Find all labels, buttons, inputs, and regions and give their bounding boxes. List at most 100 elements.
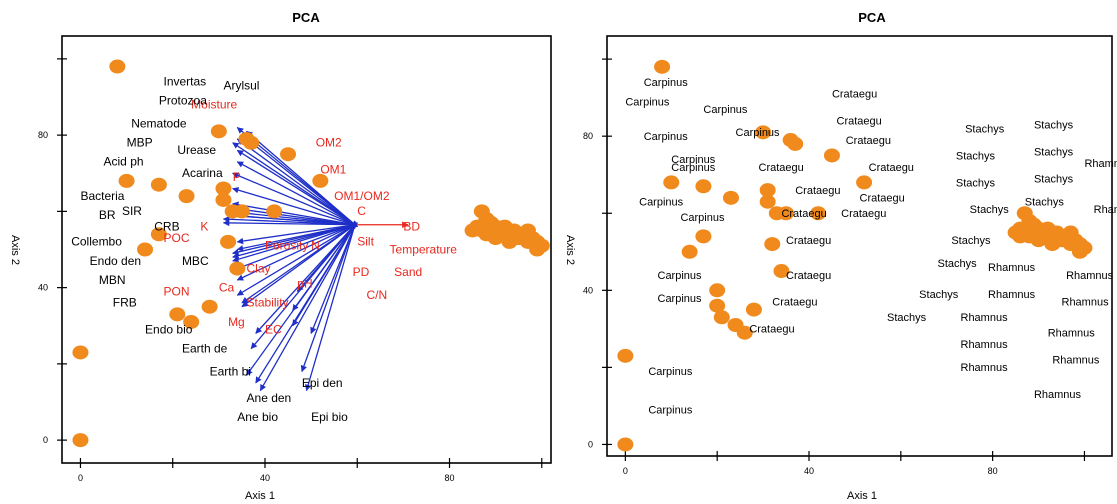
- data-point: [501, 234, 518, 249]
- data-point: [823, 148, 840, 163]
- data-point: [215, 181, 232, 196]
- loading-arrow: [300, 224, 356, 373]
- data-point: [72, 433, 89, 448]
- variable-label: OM1/OM2: [334, 189, 390, 203]
- data-point: [1035, 229, 1052, 244]
- site-label: Carpinus: [644, 131, 689, 143]
- loading-arrow: [232, 187, 356, 226]
- variable-label: BR: [99, 208, 116, 222]
- x-tick-label: 0: [623, 466, 628, 476]
- variable-label: Arylsul: [223, 78, 259, 92]
- loading-arrow: [250, 224, 356, 350]
- y-tick-label: 40: [583, 285, 593, 295]
- site-label: Carpinus: [644, 77, 689, 89]
- data-point: [137, 242, 154, 257]
- variable-label: Temperature: [390, 242, 458, 256]
- variable-label: CRB: [154, 219, 179, 233]
- site-label: Rhamnus: [988, 289, 1036, 301]
- site-label: Rhamnus: [1062, 297, 1110, 309]
- site-label: Rhamnus: [961, 339, 1009, 351]
- variable-label: POC: [163, 231, 189, 245]
- variable-label: Protozoa: [159, 94, 207, 108]
- data-point: [617, 437, 634, 452]
- data-point: [759, 194, 776, 209]
- variable-label: OM2: [316, 136, 342, 150]
- variable-label: Epi bio: [311, 410, 348, 424]
- loading-arrow: [232, 224, 356, 263]
- variable-label: C/N: [366, 288, 387, 302]
- plot-frame: [61, 35, 552, 464]
- site-label: Carpinus: [680, 212, 725, 224]
- x-axis-label: Axis 1: [847, 490, 877, 502]
- site-label: Carpinus: [639, 197, 684, 209]
- variable-label: Clay: [247, 261, 271, 275]
- data-point: [722, 190, 739, 205]
- data-point: [464, 223, 481, 238]
- site-label: Carpinus: [625, 96, 670, 108]
- site-label: Carpinus: [671, 162, 716, 174]
- data-point: [759, 183, 776, 198]
- data-point: [695, 179, 712, 194]
- variable-label: MBC: [182, 254, 209, 268]
- loading-arrow: [227, 212, 355, 226]
- site-label: Crataegu: [759, 162, 804, 174]
- chart-title: PCA: [858, 10, 886, 25]
- sample-points: [617, 59, 1093, 452]
- data-point: [1012, 229, 1029, 244]
- data-point: [233, 204, 250, 219]
- loading-arrow: [255, 224, 356, 334]
- data-point: [713, 310, 730, 325]
- variable-label: Sand: [394, 265, 422, 279]
- loading-arrow: [232, 142, 356, 226]
- variable-label: Porosity: [265, 239, 308, 253]
- data-point: [109, 59, 126, 74]
- site-label: Stachys: [919, 289, 959, 301]
- loading-arrow: [310, 224, 356, 334]
- data-point: [810, 206, 827, 221]
- site-label: Carpinus: [648, 366, 693, 378]
- site-label: Crataegu: [786, 270, 831, 282]
- data-point: [178, 189, 195, 204]
- variable-label: MBN: [99, 273, 126, 287]
- variable-label: Acarina: [182, 166, 223, 180]
- data-point: [183, 314, 200, 329]
- variable-label: C: [357, 204, 366, 218]
- site-label: Carpinus: [703, 104, 748, 116]
- data-point: [478, 227, 495, 242]
- site-label: Rhamnus: [1052, 355, 1100, 367]
- variable-label: Invertas: [163, 75, 206, 89]
- data-point: [1071, 244, 1088, 259]
- site-label: Crataegu: [869, 162, 914, 174]
- variable-label: SIR: [122, 204, 142, 218]
- loading-arrow: [232, 172, 356, 226]
- data-point: [118, 173, 135, 188]
- site-label: Crataegu: [749, 324, 794, 336]
- variable-label: Ane bio: [237, 410, 278, 424]
- site-label: Stachys: [970, 204, 1010, 216]
- variable-label: Acid ph: [104, 155, 144, 169]
- x-tick-label: 80: [988, 466, 998, 476]
- data-point: [755, 125, 772, 140]
- site-label: Stachys: [1034, 146, 1074, 158]
- variable-label: pH: [297, 277, 312, 291]
- site-label: Carpinus: [658, 270, 703, 282]
- site-label: Carpinus: [671, 154, 716, 166]
- site-label: Carpinus: [736, 127, 781, 139]
- site-label: Stachys: [938, 258, 978, 270]
- loading-arrow: [236, 224, 356, 270]
- variable-label: P: [233, 170, 241, 184]
- variable-label: PON: [163, 284, 189, 298]
- loading-arrow: [222, 219, 355, 227]
- data-point: [736, 325, 753, 340]
- y-axis-label: Axis 2: [564, 235, 576, 265]
- axis-ticks: 0 40 80 0 40 80: [583, 58, 1086, 476]
- data-point: [778, 206, 795, 221]
- x-tick-label: 40: [260, 473, 270, 483]
- loading-arrow: [236, 224, 356, 296]
- x-tick-label: 0: [78, 473, 83, 483]
- data-point: [709, 298, 726, 313]
- data-point: [72, 345, 89, 360]
- x-tick-label: 40: [804, 466, 814, 476]
- data-point: [201, 299, 218, 314]
- site-label: Rhamnus: [1034, 389, 1082, 401]
